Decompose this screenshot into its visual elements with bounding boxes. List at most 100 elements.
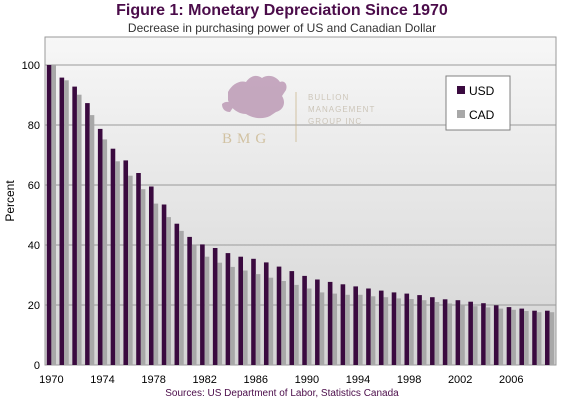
bar-usd-2004 <box>481 303 486 365</box>
bar-usd-1976 <box>123 160 129 365</box>
bmg-logo-watermark: BMG BULLION MANAGEMENT GROUP INC <box>222 75 374 147</box>
legend: USD CAD <box>445 75 511 131</box>
bar-cad-2006 <box>511 309 516 365</box>
bar-usd-1970 <box>46 65 52 365</box>
bar-usd-1996 <box>378 290 384 365</box>
legend-label-usd: USD <box>469 84 495 98</box>
logo-line-3: GROUP INC <box>308 117 362 126</box>
bar-cad-1983 <box>217 262 223 365</box>
bar-cad-1989 <box>294 284 299 365</box>
bar-usd-1983 <box>212 248 218 365</box>
bar-cad-2002 <box>460 304 465 365</box>
bar-usd-1980 <box>174 223 180 365</box>
bar-cad-1997 <box>396 298 401 365</box>
bar-cad-1975 <box>115 161 120 365</box>
bar-usd-1993 <box>340 284 346 365</box>
chart-subtitle: Decrease in purchasing power of US and C… <box>127 21 437 35</box>
bar-usd-1991 <box>315 279 320 365</box>
bar-usd-1990 <box>302 275 307 365</box>
bar-cad-2001 <box>447 303 453 365</box>
bar-usd-1988 <box>276 266 282 365</box>
bar-usd-2005 <box>493 305 499 365</box>
bar-usd-2009 <box>545 310 550 365</box>
chart-source: Sources: US Department of Labor, Statist… <box>165 388 399 399</box>
bar-cad-1994 <box>357 294 363 365</box>
bar-cad-1999 <box>421 300 427 365</box>
logo-line-1: BULLION <box>308 93 349 102</box>
bar-cad-1985 <box>243 270 248 365</box>
bar-cad-1996 <box>383 297 389 365</box>
bar-usd-1981 <box>187 236 192 365</box>
bar-cad-1992 <box>332 293 338 365</box>
bar-cad-1995 <box>370 296 376 365</box>
bar-cad-1973 <box>89 115 95 365</box>
y-tick-label-60: 60 <box>28 180 40 192</box>
y-tick-label-80: 80 <box>28 120 40 132</box>
bar-cad-1982 <box>204 256 210 365</box>
bar-cad-1987 <box>268 277 274 365</box>
y-axis-ticks: 0 20 40 60 80 100 <box>22 60 40 372</box>
chart-title: Figure 1: Monetary Depreciation Since 19… <box>116 2 448 19</box>
bar-usd-1977 <box>136 173 141 365</box>
bar-cad-1984 <box>230 266 235 365</box>
bar-cad-1980 <box>179 230 184 365</box>
x-tick-label-1990: 1990 <box>295 374 319 386</box>
legend-label-cad: CAD <box>469 108 495 122</box>
bar-cad-1990 <box>306 288 312 365</box>
y-tick-label-40: 40 <box>28 240 40 252</box>
bar-usd-2007 <box>519 308 525 365</box>
bar-usd-2006 <box>506 307 512 365</box>
legend-swatch-usd <box>457 86 465 94</box>
x-tick-label-2002: 2002 <box>448 374 472 386</box>
bar-cad-1986 <box>255 274 261 365</box>
bar-usd-1979 <box>161 204 167 365</box>
bar-usd-2003 <box>468 301 473 365</box>
legend-box <box>445 75 511 131</box>
bar-cad-1979 <box>166 217 171 365</box>
x-tick-label-1974: 1974 <box>90 374 114 386</box>
bar-cad-2003 <box>472 306 478 365</box>
bar-usd-2002 <box>455 300 461 365</box>
legend-swatch-cad <box>457 110 465 118</box>
bar-cad-1991 <box>319 292 325 365</box>
bar-cad-2007 <box>524 311 529 365</box>
bar-cad-1971 <box>64 80 69 366</box>
bar-cad-1976 <box>128 175 133 365</box>
bar-usd-1992 <box>327 281 333 365</box>
bar-cad-2004 <box>485 307 491 365</box>
x-axis-ticks: 1970 1974 1978 1982 1986 1990 1994 1998 2002 2006 <box>39 374 523 386</box>
y-tick-label-100: 100 <box>22 60 40 72</box>
bar-usd-1989 <box>289 271 295 365</box>
x-tick-label-1994: 1994 <box>346 374 370 386</box>
bar-usd-1982 <box>200 244 205 365</box>
bar-usd-1998 <box>404 293 410 365</box>
bar-cad-1970 <box>51 65 56 365</box>
y-tick-label-0: 0 <box>34 360 40 372</box>
bar-cad-1981 <box>191 245 197 365</box>
bar-usd-1985 <box>238 256 244 365</box>
bar-cad-1974 <box>102 139 108 365</box>
x-tick-label-1986: 1986 <box>244 374 268 386</box>
bar-cad-1972 <box>76 94 82 365</box>
lion-icon <box>222 75 287 119</box>
bar-usd-1984 <box>225 253 231 365</box>
bar-cad-1978 <box>153 203 159 365</box>
bar-usd-1972 <box>72 86 77 365</box>
bar-cad-1998 <box>409 299 414 365</box>
bar-usd-1997 <box>391 292 397 365</box>
bar-usd-1986 <box>251 258 256 365</box>
bar-usd-1975 <box>110 148 116 365</box>
bar-usd-2008 <box>532 310 537 365</box>
bar-usd-2000 <box>430 297 435 365</box>
x-tick-label-2006: 2006 <box>499 374 523 386</box>
bars <box>46 65 555 366</box>
bar-cad-1993 <box>345 294 350 365</box>
y-axis-title: Percent <box>3 180 17 222</box>
bar-usd-1973 <box>85 103 90 365</box>
bar-usd-1995 <box>366 288 371 365</box>
x-tick-label-1970: 1970 <box>39 374 63 386</box>
bar-usd-1971 <box>59 77 65 365</box>
bar-cad-2000 <box>434 302 440 365</box>
x-tick-label-1982: 1982 <box>192 374 216 386</box>
